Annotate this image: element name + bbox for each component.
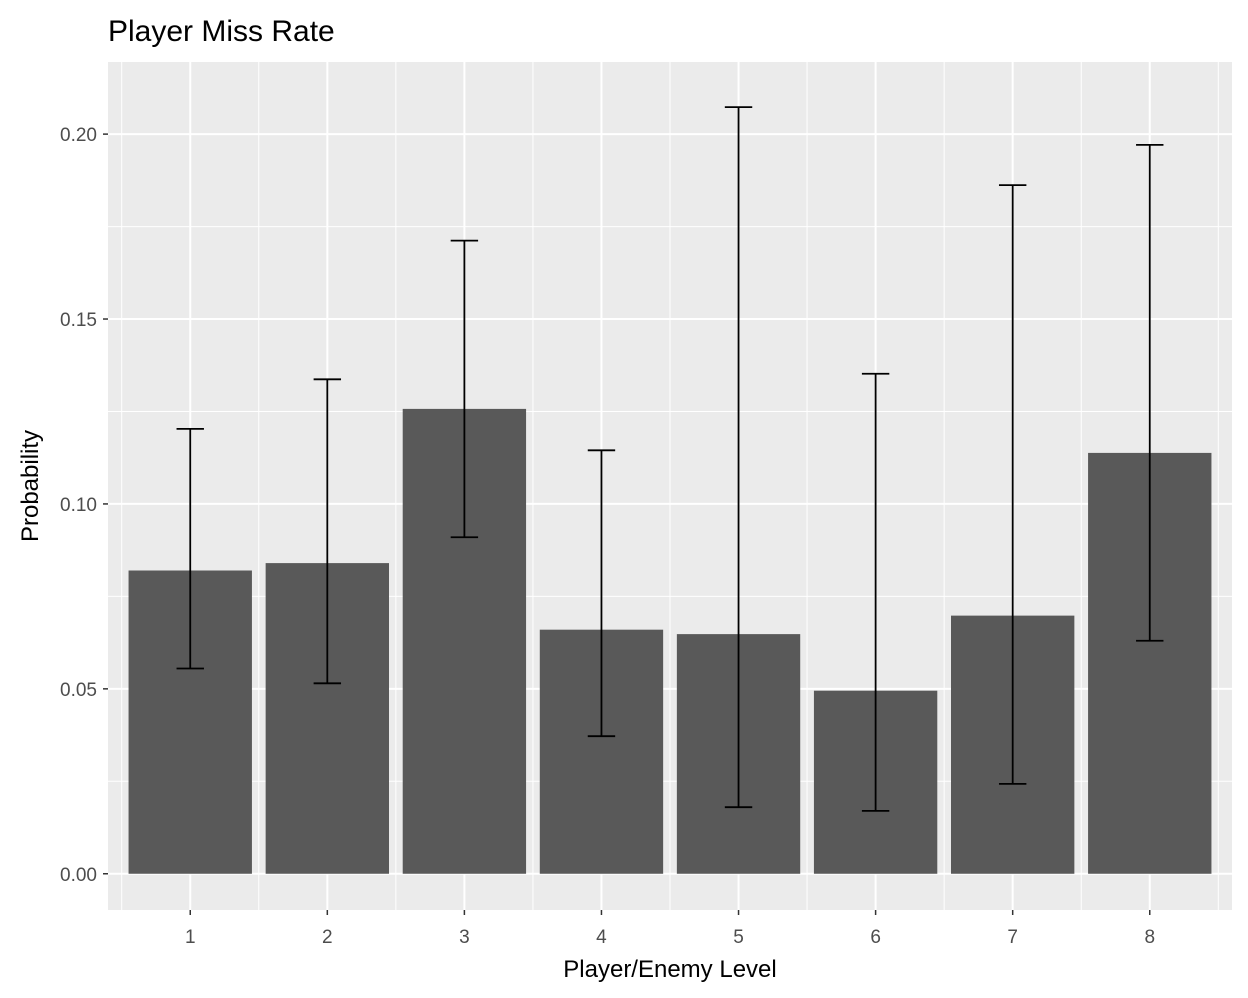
grid-minor <box>108 62 1232 910</box>
x-tick-label: 6 <box>870 927 881 948</box>
y-axis-title: Probability <box>17 430 44 542</box>
x-axis-title: Player/Enemy Level <box>563 956 776 983</box>
y-tick-label: 0.05 <box>60 680 97 701</box>
y-tick-label: 0.20 <box>60 125 97 146</box>
x-tick-label: 4 <box>596 927 607 948</box>
x-tick-label: 5 <box>733 927 744 948</box>
x-tick-label: 2 <box>322 927 333 948</box>
x-tick-label: 8 <box>1144 927 1155 948</box>
y-tick-label: 0.00 <box>60 865 97 886</box>
x-axis: 1 2 3 4 5 6 7 8 <box>185 910 1155 948</box>
y-tick-label: 0.10 <box>60 495 97 516</box>
y-tick-label: 0.15 <box>60 310 97 331</box>
x-tick-label: 1 <box>185 927 196 948</box>
chart-title: Player Miss Rate <box>108 15 335 48</box>
x-tick-label: 3 <box>459 927 470 948</box>
error-bars <box>176 106 1164 812</box>
x-tick-label: 7 <box>1007 927 1018 948</box>
y-axis: 0.00 0.05 0.10 0.15 0.20 <box>60 125 108 886</box>
